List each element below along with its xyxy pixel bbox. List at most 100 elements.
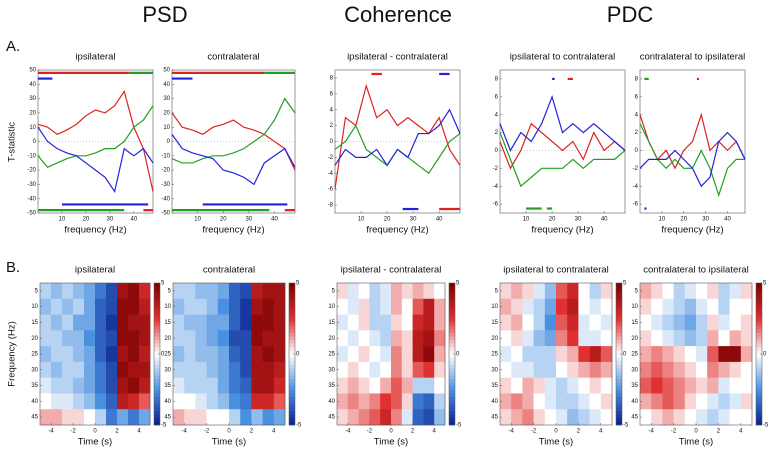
heatmap-cell	[673, 298, 686, 315]
heatmap-cell	[600, 377, 613, 394]
heatmap-cell	[262, 314, 275, 331]
x-tick-label: 0	[694, 429, 698, 435]
series-line	[37, 126, 154, 194]
y-tick-label: -6	[633, 202, 639, 208]
heatmap-cell	[434, 283, 446, 300]
colorbar-segment	[154, 368, 160, 373]
colorbar-segment	[616, 361, 622, 365]
heatmap-cell	[589, 377, 602, 394]
x-tick-label: -4	[345, 429, 351, 435]
heatmap-cell	[500, 393, 512, 410]
heatmap-cell	[567, 298, 579, 315]
heatmap-cell	[206, 330, 219, 347]
heatmap-cell	[139, 361, 151, 378]
heatmap-cell	[51, 283, 63, 300]
colorbar-segment	[616, 329, 622, 333]
x-tick-label: 20	[384, 217, 391, 223]
heatmap-cell	[128, 409, 140, 426]
heatmap-cell	[740, 283, 753, 300]
heatmap-cell	[380, 283, 392, 300]
colorbar-segment	[616, 283, 622, 287]
heatmap-cell	[522, 393, 534, 410]
colorbar-segment	[756, 307, 762, 312]
heatmap-cell	[369, 393, 381, 410]
y-tick-label: 20	[631, 336, 638, 342]
colorbar-tick-label: 0	[623, 352, 627, 358]
heatmap-cell	[184, 298, 196, 315]
heatmap-cell	[139, 330, 151, 347]
heatmap-cell	[651, 283, 663, 300]
heatmap-cell	[533, 298, 546, 315]
colorbar-segment	[449, 421, 455, 426]
colorbar-segment	[154, 361, 160, 365]
y-tick-label: -20	[27, 168, 36, 174]
series-line	[499, 122, 626, 170]
x-axis-label: frequency (Hz)	[64, 225, 126, 236]
heatmap-cell	[358, 330, 370, 347]
heatmap-cell	[84, 314, 96, 331]
colorbar-tick-label: 5	[456, 281, 460, 287]
heatmap-cell	[173, 361, 185, 378]
colorbar-segment	[289, 283, 295, 287]
heatmap-cell	[273, 283, 286, 300]
heatmap-cell	[740, 409, 753, 426]
heatmap-cell	[729, 314, 742, 331]
colorbar-segment	[449, 361, 455, 365]
colorbar-segment	[756, 417, 762, 422]
heatmap-cell	[206, 346, 219, 363]
heatmap-cell	[684, 283, 697, 300]
heatmap-cell	[95, 393, 107, 410]
y-tick-label: -6	[328, 187, 334, 193]
y-tick-label: 6	[635, 94, 639, 100]
heatmap-cell	[533, 409, 546, 426]
heatmap-cell	[673, 330, 686, 347]
y-tick-label: 35	[31, 383, 38, 389]
heatmap-cell	[556, 330, 568, 347]
y-tick-label: -10	[161, 153, 170, 159]
heatmap-cell	[337, 314, 349, 331]
x-tick-label: 20	[680, 217, 687, 223]
heatmap-cell	[401, 298, 413, 315]
heatmap-cell	[533, 314, 546, 331]
colorbar-segment	[449, 297, 455, 302]
heatmap-cell	[139, 314, 151, 331]
heatmap-cell	[412, 393, 424, 410]
heatmap-cell	[240, 393, 252, 410]
y-tick-label: -6	[493, 202, 499, 208]
heatmap-cell	[522, 330, 534, 347]
heatmap-cell	[684, 346, 697, 363]
heatmap-cell	[240, 314, 252, 331]
y-tick-label: 0	[330, 139, 334, 145]
colorbar-segment	[289, 396, 295, 401]
heatmap-cell	[544, 409, 557, 426]
heatmap-cell	[412, 298, 424, 315]
colorbar-segment	[616, 325, 622, 330]
colorbar-segment	[449, 300, 455, 305]
colorbar-segment	[449, 393, 455, 397]
colorbar-segment	[616, 304, 622, 309]
heatmap-cell	[640, 377, 652, 394]
y-tick-label: 45	[31, 415, 38, 421]
heatmap-cell	[358, 346, 370, 363]
heatmap-cell	[511, 346, 523, 363]
heatmap-cell	[522, 409, 534, 426]
colorbar-segment	[449, 322, 455, 326]
heatmap-cell	[412, 361, 424, 378]
y-tick-label: 10	[164, 304, 171, 310]
chart-title: ipsilateral	[75, 265, 115, 276]
colorbar-segment	[449, 354, 455, 358]
colorbar-segment	[756, 304, 762, 309]
colorbar-segment	[289, 378, 295, 383]
x-tick-label: 2	[577, 429, 581, 435]
y-tick-label: 5	[35, 288, 39, 294]
heatmap-cell	[347, 377, 359, 394]
colorbar-segment	[756, 329, 762, 333]
heatmap-cell	[337, 361, 349, 378]
colorbar-segment	[289, 417, 295, 422]
heatmap-cell	[173, 377, 185, 394]
y-tick-label: -20	[161, 168, 170, 174]
heatmap-cell	[533, 361, 546, 378]
y-tick-label: 20	[163, 110, 170, 116]
colorbar-segment	[616, 293, 622, 298]
